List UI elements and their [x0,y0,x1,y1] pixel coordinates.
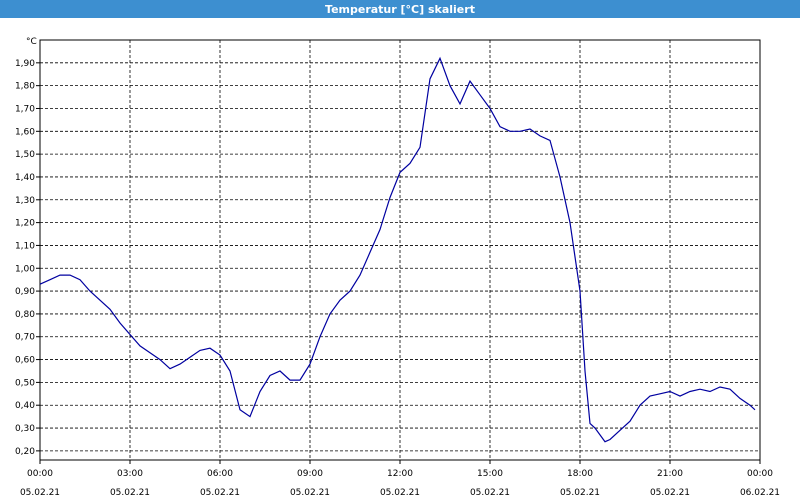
y-tick-label: 0,50 [15,378,35,388]
x-tick-date-label: 05.02.21 [110,488,150,498]
y-tick-label: 1,40 [15,173,35,183]
chart-title: Temperatur [°C] skaliert [325,2,475,16]
y-tick-label: 1,10 [15,241,35,251]
x-tick-date-label: 05.02.21 [290,488,330,498]
y-tick-labels: 0,20 0,30 0,40 0,50 0,60 0,70 0,80 0,90 1,00 1,10… [15,59,35,457]
y-tick-label: 1,90 [15,59,35,69]
y-tick-label: 0,70 [15,333,35,343]
x-tick-time-label: 00:00 [747,469,773,479]
y-tick-label: 1,80 [15,82,35,92]
y-tick-label: 0,90 [15,287,35,297]
axes [36,39,761,464]
y-tick-label: 0,30 [15,424,35,434]
x-tick-date-label: 05.02.21 [380,488,420,498]
plot-area-border [39,39,761,461]
y-axis-unit-label: °C [26,37,37,47]
y-tick-label: 1,30 [15,196,35,206]
x-tick-time-label: 12:00 [387,469,413,479]
y-tick-label: 1,70 [15,104,35,114]
y-tick-label: 0,20 [15,447,35,457]
y-tick-label: 0,40 [15,401,35,411]
x-tick-time-label: 09:00 [297,469,323,479]
x-tick-time-label: 18:00 [567,469,593,479]
x-tick-labels: 00:00 05.02.21 03:00 05.02.21 06:00 05.02.21 0… [20,469,780,498]
y-tick-label: 1,50 [15,150,35,160]
chart-title-bar: Temperatur [°C] skaliert [0,0,800,18]
temperature-line-chart: 0,20 0,30 0,40 0,50 0,60 0,70 0,80 0,90 1,00 1,10… [15,37,780,498]
x-tick-time-label: 21:00 [657,469,683,479]
x-tick-time-label: 06:00 [207,469,233,479]
x-tick-time-label: 00:00 [27,469,53,479]
y-tick-label: 1,60 [15,127,35,137]
x-tick-time-label: 03:00 [117,469,143,479]
y-tick-label: 1,00 [15,264,35,274]
temperature-series-line [39,56,756,443]
x-tick-time-label: 15:00 [477,469,503,479]
grid-lines [40,40,760,460]
y-tick-label: 0,60 [15,356,35,366]
x-tick-date-label: 06.02.21 [740,488,780,498]
x-tick-date-label: 05.02.21 [560,488,600,498]
x-tick-date-label: 05.02.21 [470,488,510,498]
x-tick-date-label: 05.02.21 [20,488,60,498]
y-tick-label: 0,80 [15,310,35,320]
y-tick-label: 1,20 [15,219,35,229]
x-tick-date-label: 05.02.21 [650,488,690,498]
x-tick-date-label: 05.02.21 [200,488,240,498]
